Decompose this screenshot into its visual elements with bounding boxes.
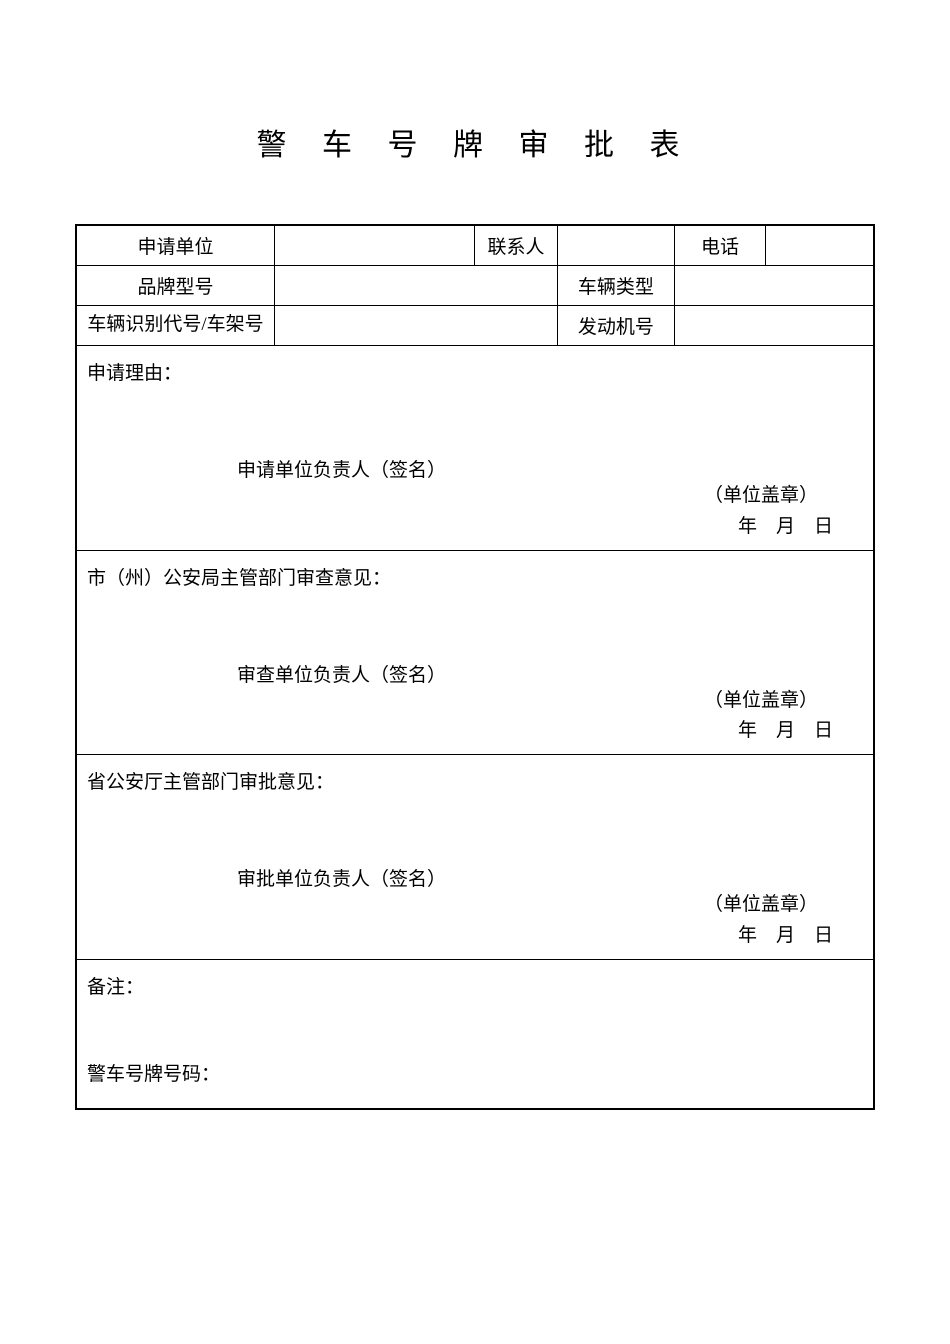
contact-value [558, 225, 675, 266]
city-review-cell: 市（州）公安局主管部门审查意见： 审查单位负责人（签名） （单位盖章） 年 月 … [76, 550, 874, 755]
table-row: 申请单位 联系人 电话 [76, 225, 874, 266]
city-stamp-label: （单位盖章） [87, 687, 863, 716]
vehicle-type-value [674, 266, 874, 306]
phone-value [766, 225, 874, 266]
contact-label: 联系人 [474, 225, 557, 266]
vehicle-type-label: 车辆类型 [558, 266, 675, 306]
vin-label: 车辆识别代号/车架号 [76, 306, 275, 346]
province-approval-cell: 省公安厅主管部门审批意见： 审批单位负责人（签名） （单位盖章） 年 月 日 [76, 755, 874, 960]
applicant-signature-label: 申请单位负责人（签名） [237, 455, 863, 482]
table-row: 备注： 警车号牌号码： [76, 959, 874, 1109]
city-date-label: 年 月 日 [87, 715, 863, 742]
form-title: 警 车 号 牌 审 批 表 [75, 120, 875, 164]
remarks-cell: 备注： 警车号牌号码： [76, 959, 874, 1109]
remarks-label: 备注： [87, 972, 863, 999]
table-row: 省公安厅主管部门审批意见： 审批单位负责人（签名） （单位盖章） 年 月 日 [76, 755, 874, 960]
engine-value [674, 306, 874, 346]
city-review-header: 市（州）公安局主管部门审查意见： [87, 563, 863, 590]
application-reason-cell: 申请理由： 申请单位负责人（签名） （单位盖章） 年 月 日 [76, 346, 874, 551]
table-row: 市（州）公安局主管部门审查意见： 审查单位负责人（签名） （单位盖章） 年 月 … [76, 550, 874, 755]
applicant-date-label: 年 月 日 [87, 511, 863, 538]
reason-header: 申请理由： [87, 358, 863, 385]
province-approval-header: 省公安厅主管部门审批意见： [87, 767, 863, 794]
approval-form-table: 申请单位 联系人 电话 品牌型号 车辆类型 车辆识别代号/车架号 发动机号 申请… [75, 224, 875, 1110]
province-date-label: 年 月 日 [87, 920, 863, 947]
table-row: 车辆识别代号/车架号 发动机号 [76, 306, 874, 346]
province-stamp-label: （单位盖章） [87, 891, 863, 920]
engine-label: 发动机号 [558, 306, 675, 346]
page-container: 警 车 号 牌 审 批 表 申请单位 联系人 电话 品牌型号 车辆类型 车辆识别… [0, 0, 950, 1344]
table-row: 申请理由： 申请单位负责人（签名） （单位盖章） 年 月 日 [76, 346, 874, 551]
applicant-stamp-label: （单位盖章） [87, 482, 863, 511]
city-signature-label: 审查单位负责人（签名） [237, 660, 863, 687]
applicant-unit-value [275, 225, 475, 266]
brand-model-value [275, 266, 558, 306]
vin-value [275, 306, 558, 346]
plate-number-label: 警车号牌号码： [87, 1059, 863, 1086]
phone-label: 电话 [674, 225, 766, 266]
table-row: 品牌型号 车辆类型 [76, 266, 874, 306]
province-signature-label: 审批单位负责人（签名） [237, 864, 863, 891]
brand-model-label: 品牌型号 [76, 266, 275, 306]
applicant-unit-label: 申请单位 [76, 225, 275, 266]
